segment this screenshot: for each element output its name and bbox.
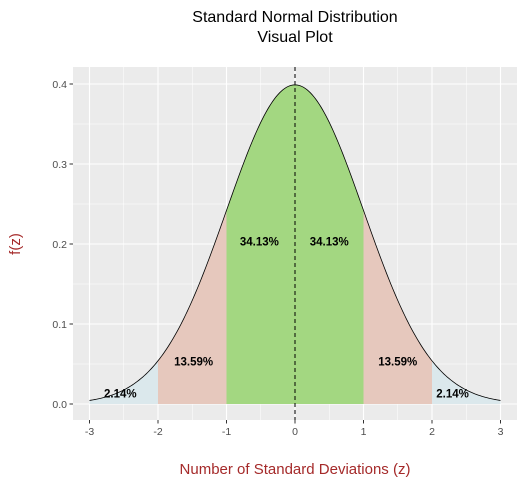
region-3 [226,84,295,404]
region-label-1: 2.14% [104,389,137,401]
region-label-2: 13.59% [174,357,213,369]
region-label-4: 34.13% [310,237,349,249]
region-6 [432,360,501,404]
x-axis-label: Number of Standard Deviations (z) [180,461,411,478]
y-tick-label: 0.2 [52,239,67,251]
region-label-5: 13.59% [378,357,417,369]
y-axis-ticks: 0.0 0.1 0.2 0.3 0.4 [52,79,73,411]
x-tick-label: -3 [85,426,94,438]
x-tick-label: 0 [292,426,298,438]
region-label-3: 34.13% [240,237,279,249]
x-tick-label: 1 [361,426,367,438]
y-axis-label: f(z) [7,233,24,255]
region-1 [89,360,158,404]
y-tick-label: 0.3 [52,159,67,171]
chart-title-line-2: Visual Plot [257,29,333,46]
x-tick-label: -1 [222,426,231,438]
x-tick-label: 2 [429,426,435,438]
region-4 [295,84,364,404]
x-tick-label: 3 [498,426,504,438]
region-labels: 2.14% 13.59% 34.13% 34.13% 13.59% 2.14% [104,237,469,401]
y-tick-label: 0.1 [52,319,67,331]
x-tick-label: -2 [153,426,162,438]
y-tick-label: 0.0 [52,399,67,411]
y-tick-label: 0.4 [52,79,67,91]
region-label-6: 2.14% [436,389,469,401]
x-axis-ticks: -3 -2 -1 0 1 2 3 [85,420,504,438]
chart-title-line-1: Standard Normal Distribution [192,9,397,26]
